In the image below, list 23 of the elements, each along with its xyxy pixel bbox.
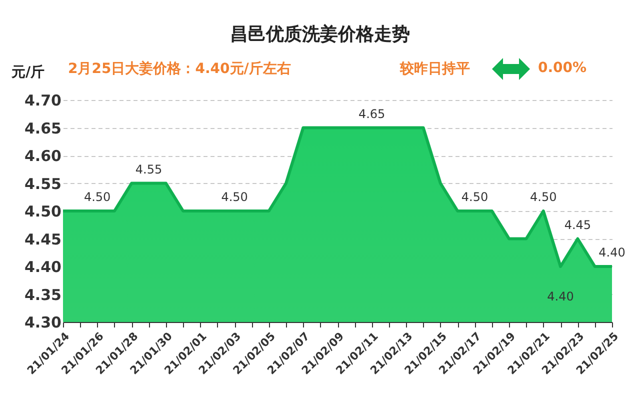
text: 4.35: [24, 286, 62, 304]
text: 4.40: [24, 258, 62, 276]
data-label: 4.50: [221, 190, 248, 204]
data-label: 4.65: [358, 106, 386, 121]
data-label: 4.50: [461, 190, 488, 204]
data-label: 4.40: [598, 246, 626, 260]
data-label: 4.40: [547, 290, 574, 304]
text: 0.00%: [538, 60, 587, 76]
chart-title: 昌邑优质洗姜价格走势: [229, 23, 411, 46]
chart-subtitle: 2月25日大姜价格：4.40元/斤左右: [68, 60, 291, 78]
data-label: 4.50: [530, 190, 557, 204]
text: 4.45: [24, 230, 62, 248]
text: 4.60: [24, 147, 62, 165]
data-label: 4.55: [135, 162, 162, 176]
y-axis-title: 元/斤: [10, 64, 45, 80]
text: 4.65: [24, 119, 62, 138]
data-label: 4.45: [564, 218, 592, 232]
text: 4.70: [24, 92, 62, 110]
data-label: 4.50: [84, 190, 111, 204]
text: 4.30: [24, 314, 62, 332]
text: 4.50: [24, 202, 62, 220]
text: 4.55: [24, 174, 62, 193]
text: 较昨日持平: [400, 60, 470, 78]
